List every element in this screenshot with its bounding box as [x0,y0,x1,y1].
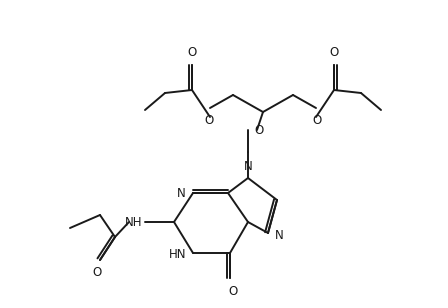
Text: HN: HN [168,249,186,261]
Text: O: O [92,266,102,279]
Text: N: N [177,187,186,200]
Text: O: O [254,124,263,136]
Text: O: O [187,46,197,59]
Text: O: O [312,114,322,127]
Text: O: O [329,46,339,59]
Text: N: N [244,160,252,173]
Text: NH: NH [125,216,142,229]
Text: O: O [204,114,214,127]
Text: N: N [275,229,284,241]
Text: O: O [228,285,237,298]
